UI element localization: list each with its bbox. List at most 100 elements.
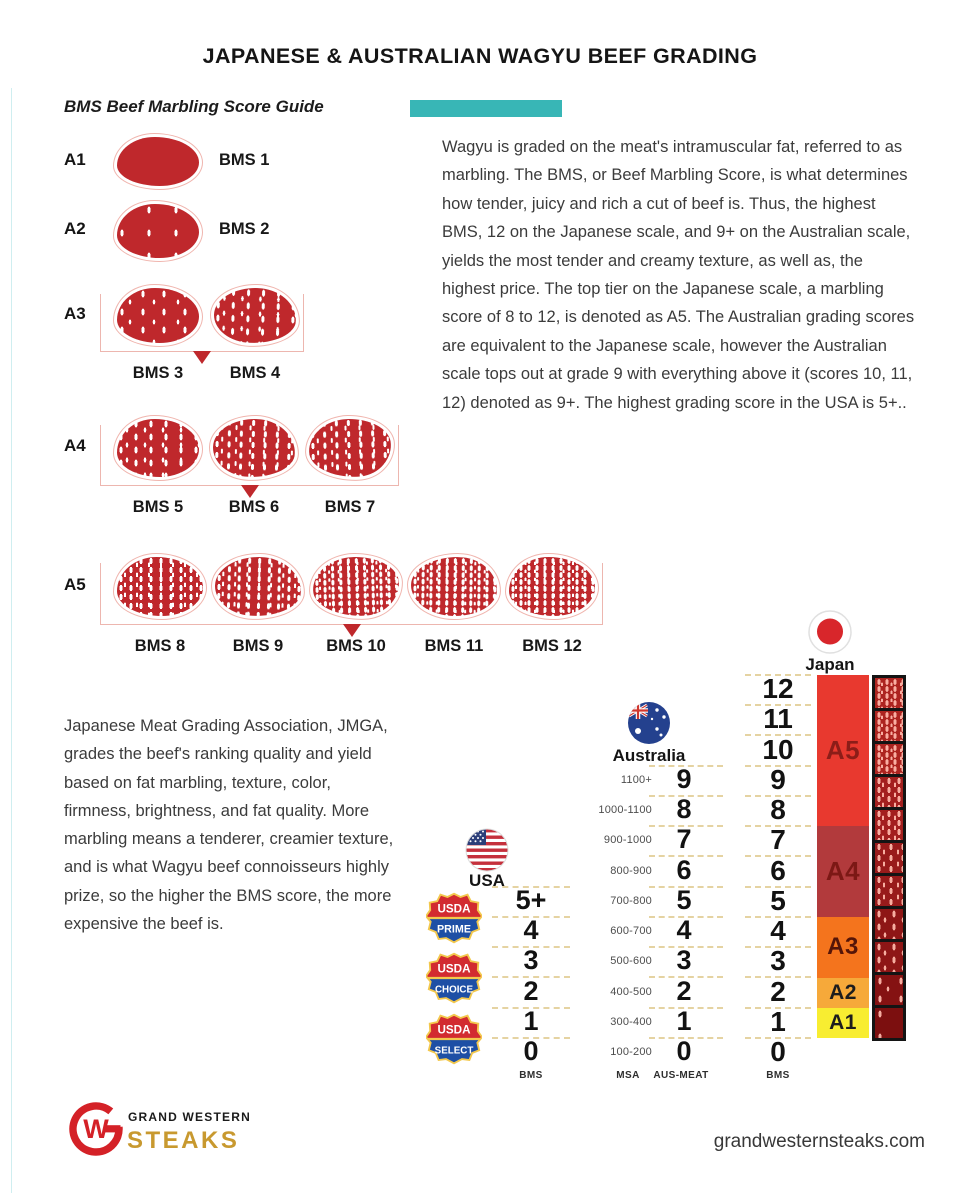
- badge-text-usda: USDA: [437, 1023, 471, 1036]
- japan-score: 9: [770, 763, 786, 795]
- japan-grade-band-a3: A3: [817, 917, 869, 978]
- row-divider: [649, 946, 723, 948]
- badge-text-grade: CHOICE: [435, 984, 474, 995]
- usa-flag-icon: [465, 828, 509, 872]
- beef-photo: [875, 711, 903, 741]
- row-divider: [745, 885, 811, 888]
- aus-score: 6: [676, 854, 692, 885]
- bms-score-label: BMS 6: [228, 498, 280, 516]
- aus-score: 7: [676, 824, 692, 855]
- bms-score-label: BMS 3: [132, 364, 184, 382]
- bracket: [100, 294, 304, 364]
- usda-choice-badge: USDA CHOICE: [426, 952, 482, 1004]
- row-divider: [649, 855, 723, 858]
- beef-photo: [875, 1008, 903, 1038]
- steak-illustration: [113, 415, 203, 481]
- bms-score-label: BMS 12: [522, 637, 582, 655]
- bms-score-label: BMS 4: [229, 364, 281, 382]
- bms-labels: BMS 8 BMS 9 BMS 10 BMS 11 BMS 12: [113, 637, 599, 656]
- jmga-paragraph: Japanese Meat Grading Association, JMGA,…: [64, 717, 394, 934]
- msa-range: 400-500: [610, 985, 652, 998]
- msa-range: 600-700: [610, 925, 652, 937]
- msa-range: 100-200: [610, 1046, 652, 1058]
- steak-illustration: [113, 200, 203, 262]
- badge-text-grade: SELECT: [435, 1045, 474, 1056]
- steak-zone: BMS 2: [113, 200, 269, 262]
- bms-row-a1: A1 BMS 1: [64, 133, 269, 195]
- bms-score-label: BMS 1: [219, 150, 270, 169]
- row-divider: [649, 1006, 723, 1009]
- grade-label: A2: [64, 219, 86, 238]
- grand-western-steaks-logo: W GRAND WESTERN STEAKS: [69, 1102, 251, 1156]
- bms-labels: BMS 2: [219, 220, 269, 239]
- row-divider: [649, 976, 723, 979]
- msa-range: 900-1000: [603, 834, 652, 847]
- page-title: JAPANESE & AUSTRALIAN WAGYU BEEF GRADING: [202, 44, 758, 68]
- usa-score: 3: [523, 945, 539, 976]
- japan-score: 7: [770, 824, 786, 856]
- beef-photo: [875, 810, 903, 840]
- japan-score: 4: [770, 915, 786, 946]
- steak-group: [113, 200, 203, 262]
- bracket-arrow-icon: [240, 485, 259, 498]
- badge-text-usda: USDA: [437, 962, 471, 975]
- bms-score-label: BMS 2: [219, 220, 270, 238]
- japan-score: 6: [770, 854, 786, 886]
- msa-range: 800-900: [610, 864, 652, 877]
- row-divider: [649, 915, 723, 918]
- bms-score-label: BMS 9: [232, 637, 284, 655]
- row-divider: [745, 855, 811, 858]
- steak-group: [113, 551, 599, 622]
- bms-score-label: BMS 8: [134, 637, 186, 655]
- aus-score: 9: [676, 763, 692, 794]
- teal-accent-bar: [410, 100, 562, 117]
- row-divider: [745, 794, 811, 797]
- steak-zone: BMS 5 BMS 6 BMS 7: [100, 413, 399, 517]
- beef-photo: [875, 942, 903, 972]
- japan-score: 3: [770, 945, 786, 977]
- row-divider: [649, 1036, 723, 1039]
- bms-row-a4: A4 BMS 5 BMS 6 BMS 7: [64, 413, 399, 517]
- row-divider: [492, 976, 570, 979]
- row-divider: [492, 946, 570, 948]
- grade-label: A4: [64, 436, 86, 455]
- row-divider: [649, 794, 723, 797]
- row-divider: [745, 825, 811, 827]
- bms-row-a2: A2 BMS 2: [64, 200, 269, 267]
- row-divider: [745, 946, 811, 948]
- steak-marbling: [509, 557, 595, 616]
- beef-photo: [875, 843, 903, 873]
- row-divider: [745, 915, 811, 918]
- grade-label: A5: [64, 574, 86, 594]
- steak-zone: BMS 8 BMS 9 BMS 10 BMS 11 BMS 12: [100, 551, 603, 656]
- aus-score: 5: [676, 884, 692, 915]
- bracket: [100, 563, 603, 637]
- australia-label: Australia: [612, 746, 686, 765]
- bms-score-label: BMS 11: [424, 637, 484, 655]
- japan-grade-band-a2: A2: [817, 977, 869, 1008]
- row-divider: [492, 1036, 570, 1039]
- website-url: grandwesternsteaks.com: [713, 1131, 925, 1152]
- usda-prime-badge: USDA PRIME: [426, 892, 482, 944]
- beef-photo: [875, 975, 903, 1005]
- bracket-arrow-icon: [193, 351, 211, 364]
- aus-score: 3: [676, 945, 692, 976]
- steak-illustration: [113, 284, 203, 347]
- brand-name-top: GRAND WESTERN: [128, 1110, 251, 1124]
- logo-w: W: [83, 1114, 109, 1144]
- logo-g-bar: [105, 1125, 121, 1133]
- row-divider: [745, 734, 811, 737]
- beef-photo: [875, 876, 903, 906]
- beef-photo: [875, 744, 903, 774]
- beef-photo-strip: [872, 675, 906, 1041]
- bracket-arrow-icon: [342, 624, 361, 637]
- steak-marbling: [117, 204, 199, 258]
- bms-score-label: BMS 7: [324, 498, 376, 516]
- beef-photo: [875, 777, 903, 807]
- row-divider: [649, 825, 723, 827]
- japan-score: 10: [762, 733, 794, 765]
- row-divider: [492, 915, 570, 918]
- japan-score: 12: [762, 673, 794, 704]
- japan-score: 8: [770, 794, 786, 825]
- bms-labels: BMS 5 BMS 6 BMS 7: [113, 498, 395, 517]
